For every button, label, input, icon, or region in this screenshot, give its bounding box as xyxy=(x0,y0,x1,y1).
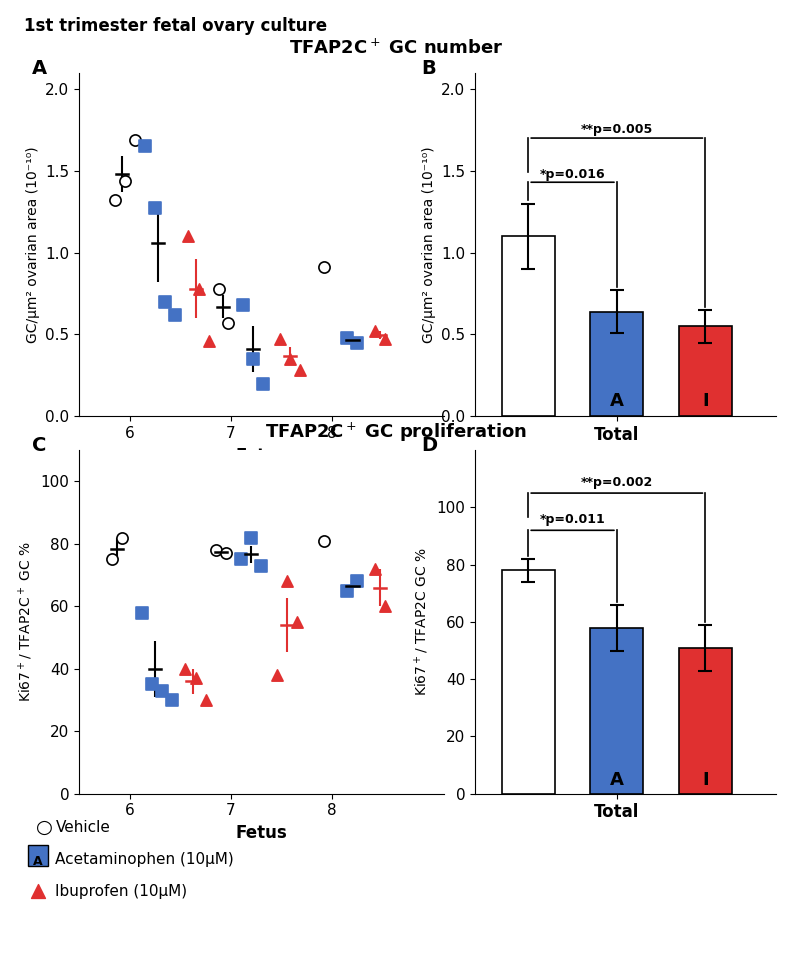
Point xyxy=(118,173,131,189)
Text: D: D xyxy=(421,437,437,455)
Point xyxy=(247,351,260,367)
Point xyxy=(351,335,364,350)
Text: I: I xyxy=(702,392,709,409)
Point xyxy=(169,307,181,322)
Point xyxy=(270,667,283,682)
X-axis label: Fetus: Fetus xyxy=(235,446,287,465)
Text: I: I xyxy=(702,771,709,790)
Point xyxy=(219,546,232,561)
Text: ○: ○ xyxy=(36,818,52,837)
Point xyxy=(182,228,195,244)
Bar xyxy=(590,312,643,416)
Point xyxy=(368,561,381,577)
Point xyxy=(105,552,118,567)
Text: A: A xyxy=(32,855,43,868)
Bar xyxy=(679,326,732,416)
Text: *p=0.016: *p=0.016 xyxy=(540,167,605,181)
Point xyxy=(273,332,286,348)
Point xyxy=(159,294,172,310)
Y-axis label: GC/μm² ovarian area (10⁻¹⁰): GC/μm² ovarian area (10⁻¹⁰) xyxy=(422,146,436,343)
Point xyxy=(368,323,381,339)
Text: TFAP2C$^+$ GC number: TFAP2C$^+$ GC number xyxy=(289,39,503,58)
Point xyxy=(209,542,222,558)
X-axis label: Fetus: Fetus xyxy=(235,824,287,842)
Text: A: A xyxy=(610,392,624,409)
Point xyxy=(192,281,205,296)
Point xyxy=(245,529,257,545)
Text: *p=0.011: *p=0.011 xyxy=(539,513,605,526)
Y-axis label: Ki67$^+$/ TFAP2C$^+$ GC %: Ki67$^+$/ TFAP2C$^+$ GC % xyxy=(17,541,35,703)
Point xyxy=(318,533,330,549)
Text: C: C xyxy=(32,437,46,455)
Point xyxy=(222,316,234,331)
Bar xyxy=(502,570,555,794)
Point xyxy=(156,683,169,699)
Text: A: A xyxy=(610,771,624,790)
Bar xyxy=(679,648,732,794)
Point xyxy=(135,605,148,620)
Point xyxy=(318,259,330,275)
Point xyxy=(200,692,212,708)
Y-axis label: Ki67$^+$/ TFAP2C GC %: Ki67$^+$/ TFAP2C GC % xyxy=(413,548,431,696)
Text: A: A xyxy=(32,59,47,77)
Point xyxy=(341,583,354,598)
Point xyxy=(212,281,225,296)
Point xyxy=(179,661,192,677)
Point xyxy=(257,376,270,391)
Point xyxy=(351,574,364,590)
Point xyxy=(255,558,268,573)
Bar xyxy=(502,236,555,416)
Text: 1st trimester fetal ovary culture: 1st trimester fetal ovary culture xyxy=(24,17,327,36)
Point xyxy=(379,598,391,614)
Point xyxy=(237,297,249,313)
Point xyxy=(109,193,121,208)
Point xyxy=(32,883,44,898)
Point xyxy=(203,333,215,348)
Text: B: B xyxy=(421,59,436,77)
Point xyxy=(146,677,158,692)
Point xyxy=(379,332,391,348)
Text: TFAP2C$^+$ GC proliferation: TFAP2C$^+$ GC proliferation xyxy=(265,421,527,444)
Point xyxy=(234,552,247,567)
Point xyxy=(128,132,141,147)
Point xyxy=(139,138,151,154)
Text: **p=0.002: **p=0.002 xyxy=(581,476,653,489)
Point xyxy=(166,692,179,708)
Point xyxy=(291,615,303,630)
Point xyxy=(116,529,128,545)
Point xyxy=(341,330,354,346)
Point xyxy=(280,574,293,590)
Point xyxy=(284,351,296,367)
Text: Vehicle: Vehicle xyxy=(55,820,110,835)
Bar xyxy=(590,627,643,794)
Point xyxy=(189,671,202,686)
Text: **p=0.005: **p=0.005 xyxy=(581,123,653,136)
Point xyxy=(294,363,307,378)
Y-axis label: GC/μm² ovarian area (10⁻¹⁰): GC/μm² ovarian area (10⁻¹⁰) xyxy=(26,146,40,343)
Point xyxy=(149,200,162,216)
Text: Acetaminophen (10μM): Acetaminophen (10μM) xyxy=(55,852,234,867)
Text: Ibuprofen (10μM): Ibuprofen (10μM) xyxy=(55,884,188,899)
